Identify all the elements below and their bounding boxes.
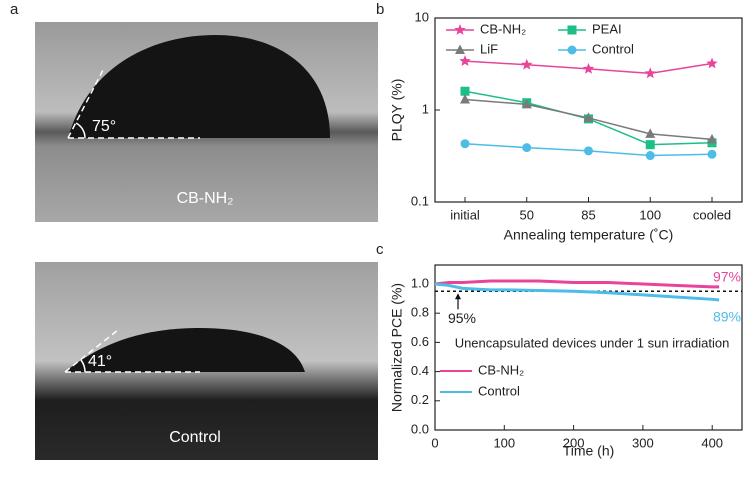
panel-label: b	[376, 1, 384, 18]
angle-label: 41°	[88, 353, 112, 370]
legend-label: Control	[478, 383, 520, 398]
x-tick-label: 100	[493, 435, 515, 450]
marker	[583, 112, 594, 122]
marker	[521, 58, 533, 70]
angle-arc	[75, 122, 86, 139]
photo: 41° Control	[35, 262, 378, 460]
x-tick-label: 85	[581, 207, 595, 222]
angle-arc	[80, 359, 86, 373]
tangent	[64, 329, 119, 373]
x-tick-label: 200	[563, 435, 585, 450]
caption: Control	[169, 429, 221, 446]
y-tick-label: 0.2	[411, 392, 429, 407]
x-tick-label: cooled	[693, 207, 731, 222]
tangent	[67, 67, 105, 139]
series-line	[434, 279, 720, 289]
x-tick-label: 0	[431, 435, 438, 450]
marker	[584, 146, 593, 156]
y-tick-label: 0.6	[411, 334, 429, 349]
annotation: 95%	[448, 310, 476, 326]
x-tick-label: 50	[520, 207, 534, 222]
y-tick-label: 0.8	[411, 305, 429, 320]
caption: CB-NH₂	[177, 190, 234, 207]
photo: 75° CB-NH₂	[35, 22, 378, 222]
marker	[460, 139, 470, 149]
marker	[706, 57, 718, 69]
y-axis-label: PLQY (%)	[389, 79, 405, 142]
marker	[521, 98, 532, 109]
x-axis-label: Time (h)	[563, 443, 615, 459]
x-tick-label: 100	[639, 207, 661, 222]
x-tick-label: initial	[450, 207, 480, 222]
x-tick-label: 300	[632, 435, 654, 450]
legend-label: Control	[592, 41, 634, 56]
marker	[645, 128, 656, 138]
x-axis-label: Annealing temperature (˚C)	[504, 227, 674, 243]
marker	[459, 55, 471, 66]
marker	[522, 143, 532, 153]
legend-label: CB-NH₂	[480, 21, 526, 36]
plot-frame	[434, 264, 743, 431]
panel-label: c	[376, 241, 384, 258]
y-tick-label: 10	[415, 9, 429, 24]
marker	[707, 149, 717, 159]
end-label: 89%	[713, 309, 741, 325]
marker	[582, 62, 595, 74]
y-tick-label: 0.4	[411, 363, 429, 378]
marker	[460, 94, 470, 104]
y-tick-label: 0.1	[411, 193, 429, 208]
legend-label: LiF	[480, 41, 498, 56]
droplet	[68, 35, 330, 138]
marker	[460, 86, 470, 96]
panel-label: a	[10, 1, 19, 18]
y-axis-label: Normalized PCE (%)	[389, 283, 405, 412]
marker	[707, 133, 717, 144]
marker	[645, 151, 655, 161]
marker	[455, 44, 465, 54]
droplet	[65, 328, 305, 372]
legend-label: CB-NH₂	[478, 362, 524, 377]
marker	[454, 24, 466, 35]
marker	[644, 67, 656, 79]
y-tick-label: 1.0	[411, 275, 429, 290]
series-line	[434, 282, 720, 302]
marker	[567, 45, 577, 55]
angle-label: 75°	[92, 118, 116, 135]
y-tick-label: 1	[422, 101, 429, 116]
annotation: Unencapsulated devices under 1 sun irrad…	[455, 335, 730, 350]
marker	[645, 140, 655, 150]
y-tick-label: 0.0	[411, 421, 429, 436]
arrow-head	[455, 293, 461, 300]
x-tick-label: 400	[701, 435, 723, 450]
legend-label: PEAI	[592, 21, 622, 36]
marker	[567, 25, 577, 35]
end-label: 97%	[713, 269, 741, 285]
